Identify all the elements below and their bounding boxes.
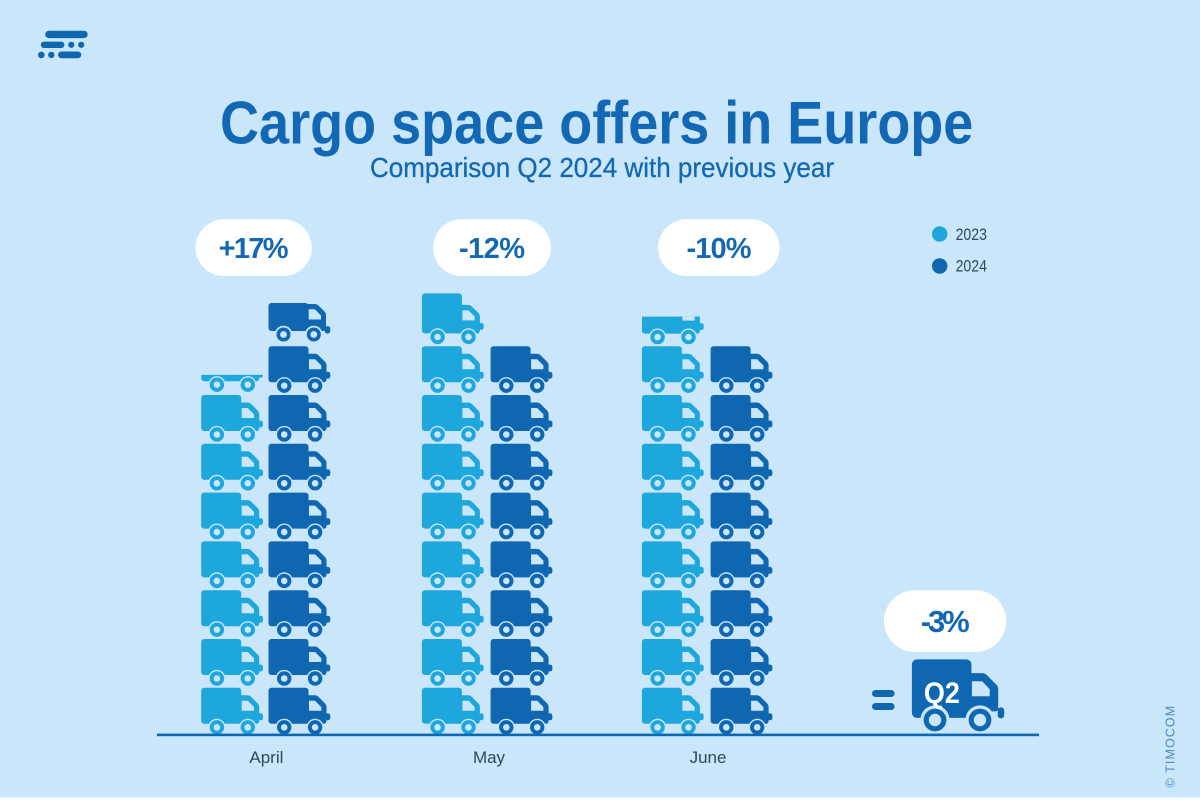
svg-text:2024: 2024 bbox=[956, 257, 987, 276]
svg-text:-3%: -3% bbox=[921, 604, 970, 639]
svg-text:April: April bbox=[249, 748, 283, 767]
svg-text:Comparison Q2 2024 with previo: Comparison Q2 2024 with previous year bbox=[370, 152, 834, 183]
svg-text:-12%: -12% bbox=[459, 233, 525, 265]
svg-text:May: May bbox=[473, 748, 506, 767]
svg-text:-10%: -10% bbox=[687, 233, 752, 265]
svg-text:2023: 2023 bbox=[956, 225, 987, 244]
svg-text:Cargo space offers in Europe: Cargo space offers in Europe bbox=[220, 90, 973, 157]
svg-text:© TIMOCOM: © TIMOCOM bbox=[1164, 705, 1178, 788]
svg-text:Q2: Q2 bbox=[924, 677, 960, 710]
svg-text:June: June bbox=[690, 748, 727, 767]
svg-text:+17%: +17% bbox=[219, 233, 289, 265]
